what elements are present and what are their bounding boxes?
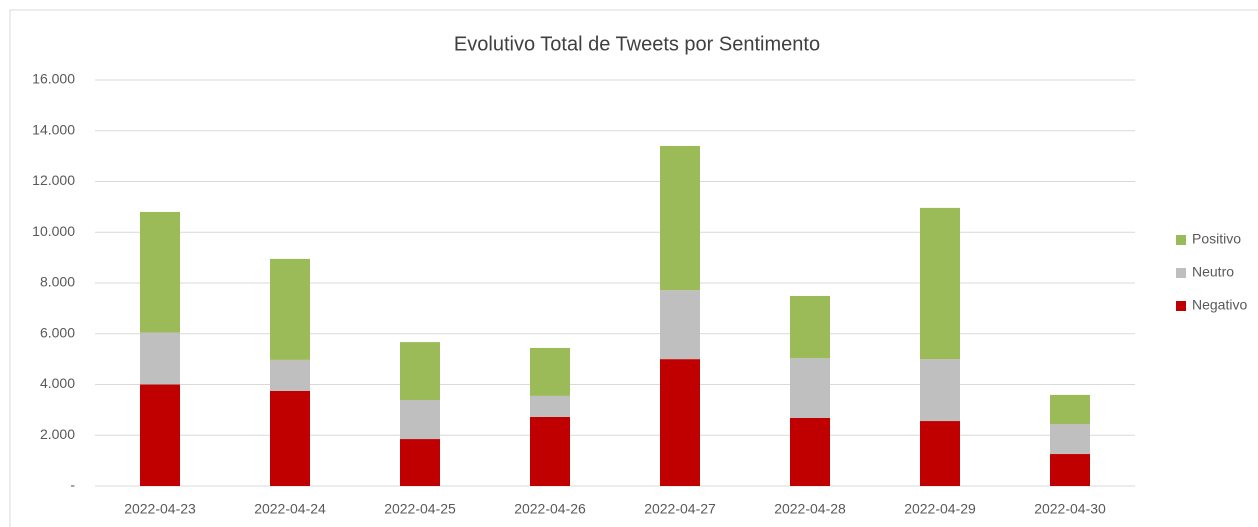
bar-segment xyxy=(790,295,830,359)
y-tick-label: 6.000 xyxy=(40,324,75,340)
bar-segment xyxy=(530,416,570,486)
y-tick-label: 16.000 xyxy=(32,71,75,87)
x-tick-label: 2022-04-26 xyxy=(514,501,586,517)
bar-segment xyxy=(1050,394,1090,425)
x-tick-label: 2022-04-29 xyxy=(904,501,976,517)
y-tick-label: 4.000 xyxy=(40,375,75,391)
bar-segment xyxy=(1050,424,1090,455)
legend-label: Positivo xyxy=(1192,231,1241,247)
y-tick-label: 2.000 xyxy=(40,426,75,442)
x-tick-label: 2022-04-24 xyxy=(254,501,326,517)
legend-swatch xyxy=(1176,268,1186,278)
x-tick-label: 2022-04-23 xyxy=(124,501,196,517)
bar-segment xyxy=(400,399,440,440)
legend-label: Negativo xyxy=(1192,297,1247,313)
x-tick-label: 2022-04-25 xyxy=(384,501,456,517)
x-tick-label: 2022-04-28 xyxy=(774,501,846,517)
bar-segment xyxy=(270,390,310,486)
bar-segment xyxy=(1050,454,1090,486)
bar-segment xyxy=(140,384,180,486)
y-tick-label: 8.000 xyxy=(40,274,75,290)
x-tick-label: 2022-04-30 xyxy=(1034,501,1106,517)
legend-swatch xyxy=(1176,301,1186,311)
chart-title: Evolutivo Total de Tweets por Sentimento xyxy=(454,33,820,55)
bar-segment xyxy=(400,439,440,486)
bar-segment xyxy=(660,145,700,291)
bar-segment xyxy=(920,421,960,486)
bar-segment xyxy=(140,332,180,385)
bar-segment xyxy=(270,258,310,360)
y-tick-label: 14.000 xyxy=(32,121,75,137)
bar-segment xyxy=(530,395,570,417)
bar-segment xyxy=(270,359,310,391)
bar-segment xyxy=(140,211,180,333)
x-tick-label: 2022-04-27 xyxy=(644,501,716,517)
y-tick-label: 10.000 xyxy=(32,223,75,239)
bar-segment xyxy=(530,347,570,396)
legend-swatch xyxy=(1176,235,1186,245)
bar-segment xyxy=(400,342,440,400)
bar-segment xyxy=(660,359,700,486)
bar-segment xyxy=(920,359,960,422)
bar-segment xyxy=(790,358,830,418)
bar-segment xyxy=(920,207,960,360)
y-tick-label: 12.000 xyxy=(32,172,75,188)
bar-segment xyxy=(660,290,700,360)
legend-label: Neutro xyxy=(1192,264,1234,280)
y-tick-label: - xyxy=(70,477,75,493)
bar-segment xyxy=(790,417,830,486)
